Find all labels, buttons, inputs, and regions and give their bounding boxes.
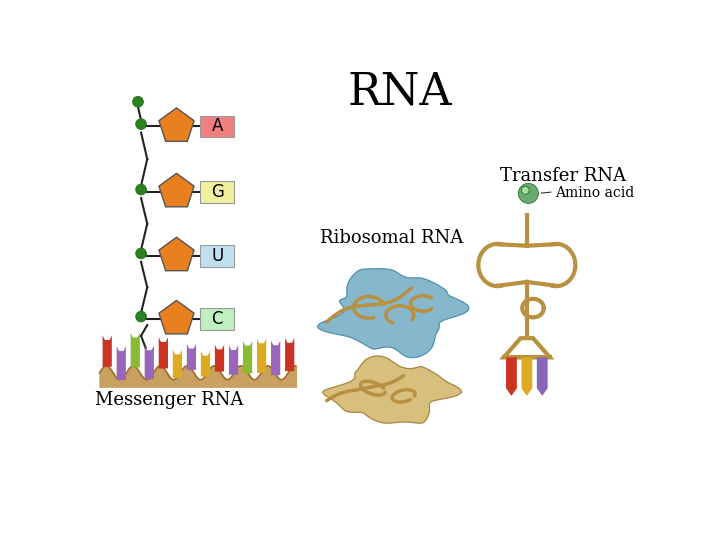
Polygon shape [318, 269, 469, 357]
Circle shape [135, 119, 146, 130]
Polygon shape [521, 357, 532, 396]
Text: A: A [212, 117, 223, 136]
Polygon shape [243, 341, 252, 373]
Polygon shape [102, 335, 112, 367]
Polygon shape [159, 173, 194, 207]
Text: G: G [211, 183, 224, 201]
Polygon shape [229, 345, 238, 375]
Text: Ribosomal RNA: Ribosomal RNA [320, 229, 464, 247]
Text: C: C [212, 310, 223, 328]
Polygon shape [257, 339, 266, 373]
Polygon shape [173, 350, 182, 378]
Polygon shape [158, 338, 168, 368]
FancyBboxPatch shape [200, 116, 234, 137]
Circle shape [135, 311, 146, 322]
Polygon shape [159, 300, 194, 334]
Polygon shape [537, 357, 548, 396]
Circle shape [521, 186, 529, 194]
FancyBboxPatch shape [200, 181, 234, 202]
Text: Messenger RNA: Messenger RNA [94, 391, 243, 409]
FancyBboxPatch shape [200, 245, 234, 267]
Polygon shape [215, 345, 224, 372]
Text: RNA: RNA [348, 70, 452, 113]
Polygon shape [117, 346, 126, 380]
Circle shape [135, 184, 146, 195]
Polygon shape [145, 346, 154, 379]
Polygon shape [323, 356, 462, 423]
Text: Amino acid: Amino acid [555, 186, 634, 200]
Polygon shape [201, 351, 210, 376]
Text: U: U [211, 247, 223, 265]
Polygon shape [506, 357, 517, 396]
Polygon shape [186, 344, 196, 370]
Polygon shape [130, 333, 140, 367]
Polygon shape [159, 237, 194, 271]
Polygon shape [285, 338, 294, 371]
Circle shape [132, 96, 143, 107]
Circle shape [135, 248, 146, 259]
Text: Transfer RNA: Transfer RNA [500, 167, 626, 185]
FancyBboxPatch shape [200, 308, 234, 330]
Polygon shape [159, 108, 194, 141]
Polygon shape [271, 341, 280, 375]
Circle shape [518, 184, 539, 204]
